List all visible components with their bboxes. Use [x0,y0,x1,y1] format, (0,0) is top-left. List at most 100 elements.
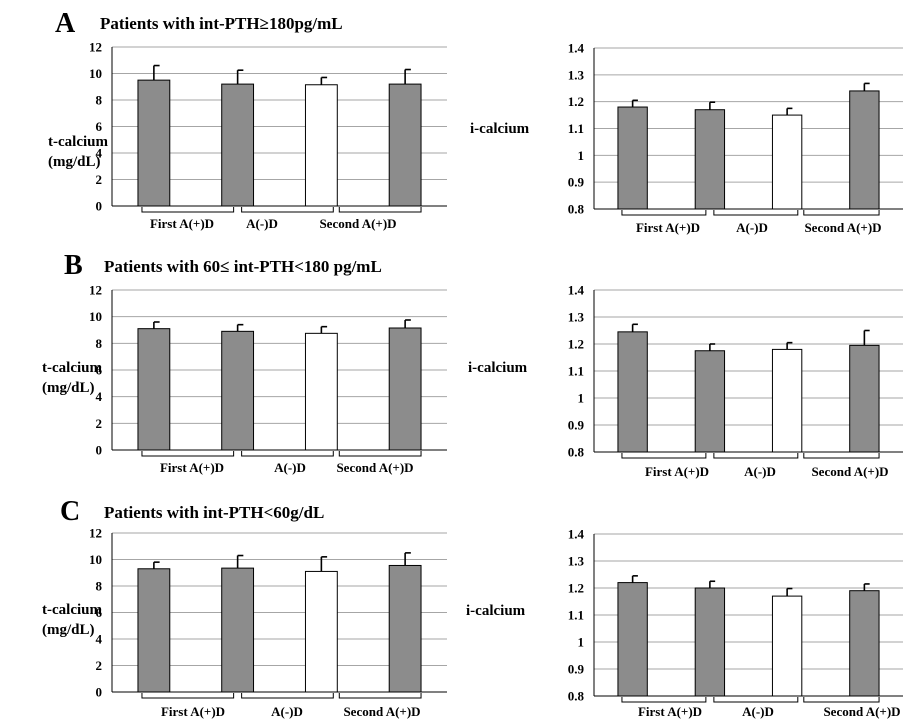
y-tick-label: 1 [578,148,585,163]
y-axis-label: i-calcium [466,603,526,619]
group-label: First A(+)D [645,464,709,479]
y-tick-label: 0.9 [568,662,585,677]
y-tick-label: 1.1 [568,121,584,136]
y-axis-label: i-calcium [468,360,528,376]
y-tick-label: 6 [96,119,103,134]
y-axis-label: (mg/dL) [48,154,101,170]
y-tick-label: 1.2 [568,581,584,596]
y-axis-label: i-calcium [470,121,530,137]
y-tick-label: 1.3 [568,310,585,325]
bar [694,587,726,697]
panel-c-title: Patients with int-PTH<60g/dL [104,503,324,522]
chart-b-t: 0 2 4 6 8 10 12 t-calcium (mg/dL) First A(+)D A(-)… [42,283,447,475]
bar [388,564,422,693]
y-axis-label: (mg/dL) [42,380,95,396]
group-bracket [141,693,235,699]
bar [617,106,648,210]
y-tick-label: 1.2 [568,94,584,109]
group-bracket [803,697,880,703]
y-tick-label: 1.3 [568,67,585,82]
group-label: A(-)D [744,464,776,479]
y-tick-label: 0 [96,685,103,700]
chart-c-i: 0.8 0.9 1 1.1 1.2 1.3 1.4 i-calcium First A(+)D A… [466,527,903,719]
bar [694,350,726,453]
bar [849,590,880,697]
bar [304,84,338,207]
group-label: First A(+)D [150,216,214,231]
y-tick-label: 0 [96,443,103,458]
y-tick-label: 1 [578,635,585,650]
group-bracket [141,451,235,457]
y-tick-label: 6 [96,605,103,620]
group-bracket [713,453,799,459]
bar [771,114,803,210]
group-bracket [803,210,880,216]
y-tick-label: 4 [96,632,103,647]
y-tick-label: 1.4 [568,41,585,56]
y-tick-label: 0.8 [568,689,585,704]
panel-a-letter: A [55,8,76,39]
y-tick-label: 1.2 [568,337,584,352]
y-tick-label: 10 [89,66,102,81]
chart-b-i: 0.8 0.9 1 1.1 1.2 1.3 1.4 i-calcium First A(+)D A… [468,283,903,479]
group-bracket [241,207,334,213]
bar [221,83,255,207]
bar [849,90,880,210]
group-label: A(-)D [736,220,768,235]
group-label: A(-)D [742,704,774,719]
y-tick-label: 12 [89,40,102,55]
group-bracket [141,207,235,213]
group-bracket [241,451,334,457]
bar [771,595,803,697]
y-tick-label: 8 [96,336,103,351]
y-tick-label: 8 [96,93,103,108]
group-bracket [713,210,799,216]
bar [617,582,648,697]
group-label: Second A(+)D [336,460,413,475]
group-bracket [621,697,707,703]
group-label: A(-)D [246,216,278,231]
y-axis-label: t-calcium [48,134,108,150]
group-label: A(-)D [274,460,306,475]
y-tick-label: 0 [96,199,103,214]
y-tick-label: 12 [89,283,102,298]
bar [221,330,255,451]
panel-a-title: Patients with int-PTH≥180pg/mL [100,14,343,33]
y-tick-label: 10 [89,309,102,324]
y-tick-label: 12 [89,526,102,541]
bar [388,327,422,451]
panel-b-title: Patients with 60≤ int-PTH<180 pg/mL [104,257,382,276]
group-label: Second A(+)D [811,464,888,479]
bar [694,109,726,210]
bar [304,570,338,693]
group-bracket [241,693,334,699]
group-label: First A(+)D [636,220,700,235]
group-bracket [338,451,422,457]
y-tick-label: 2 [96,416,103,431]
bar [137,79,171,207]
group-label: First A(+)D [638,704,702,719]
y-tick-label: 4 [96,146,103,161]
bar [849,344,880,453]
y-tick-label: 8 [96,579,103,594]
group-label: First A(+)D [160,460,224,475]
y-tick-label: 6 [96,363,103,378]
group-label: A(-)D [271,704,303,719]
chart-a-t: 0 2 4 6 8 10 12 t-calcium (mg/dL) First A(+)D A(-)… [48,40,447,231]
y-tick-label: 1.4 [568,283,585,298]
group-bracket [338,693,422,699]
bar [771,348,803,453]
y-tick-label: 10 [89,552,102,567]
y-tick-label: 0.9 [568,175,585,190]
y-tick-label: 0.8 [568,445,585,460]
y-axis-label: t-calcium [42,360,102,376]
bar [617,331,648,453]
chart-a-i: 0.8 0.9 1 1.1 1.2 1.3 1.4 i-calcium First A(+)D A… [470,41,903,235]
group-bracket [621,453,707,459]
chart-c-t: 0 2 4 6 8 10 12 t-calcium (mg/dL) First A(+)D A(-)… [42,526,447,719]
panel-b-letter: B [64,250,83,281]
bar [137,328,171,451]
group-bracket [338,207,422,213]
group-label: Second A(+)D [823,704,900,719]
group-bracket [713,697,799,703]
